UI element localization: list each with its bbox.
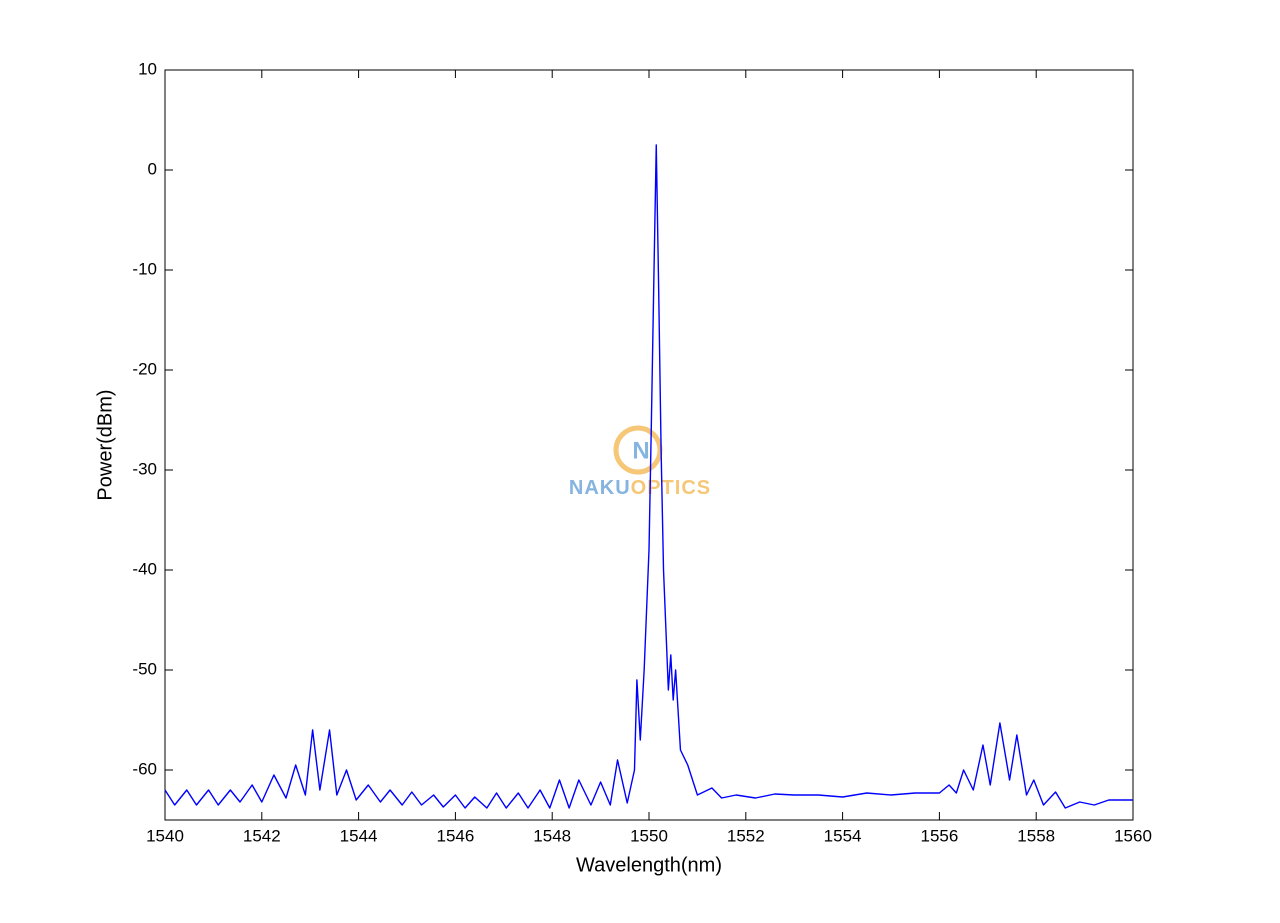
x-tick-label: 1560	[1114, 826, 1152, 845]
watermark-part: NAKU	[569, 477, 631, 499]
x-tick-label: 1544	[340, 826, 378, 845]
x-axis-title: Wavelength(nm)	[576, 854, 722, 876]
watermark-text: NAKUOPTICS	[569, 477, 711, 499]
x-tick-label: 1546	[436, 826, 474, 845]
x-tick-label: 1548	[533, 826, 571, 845]
y-tick-label: -60	[132, 759, 157, 778]
y-tick-label: -50	[132, 659, 157, 678]
x-tick-label: 1558	[1017, 826, 1055, 845]
y-tick-label: -20	[132, 359, 157, 378]
x-tick-label: 1552	[727, 826, 765, 845]
x-tick-label: 1540	[146, 826, 184, 845]
watermark-logo	[613, 425, 663, 475]
y-tick-label: 10	[138, 59, 157, 78]
x-tick-label: 1554	[824, 826, 862, 845]
x-tick-label: 1556	[920, 826, 958, 845]
watermark-letter: N	[632, 437, 649, 464]
y-tick-label: -40	[132, 559, 157, 578]
watermark-part: OPTICS	[631, 477, 711, 499]
x-tick-label: 1542	[243, 826, 281, 845]
watermark: N NAKUOPTICS	[569, 425, 711, 499]
y-tick-label: 0	[148, 159, 157, 178]
x-tick-label: 1550	[630, 826, 668, 845]
y-tick-label: -30	[132, 459, 157, 478]
spectrum-line	[164, 144, 1133, 809]
y-axis-title: Power(dBm)	[94, 389, 116, 500]
y-tick-label: -10	[132, 259, 157, 278]
